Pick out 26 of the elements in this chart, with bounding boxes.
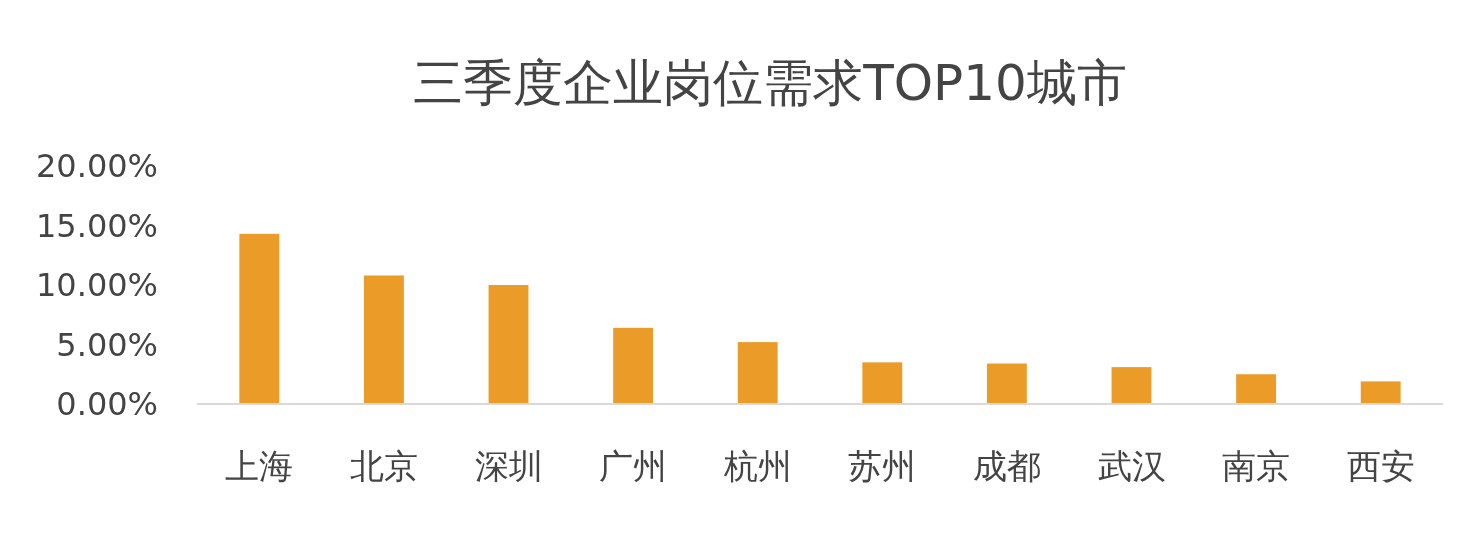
x-tick-label: 杭州	[722, 446, 792, 486]
x-tick-label: 成都	[972, 446, 1041, 486]
x-tick-label: 广州	[599, 446, 668, 486]
bar	[239, 233, 280, 404]
bar	[737, 342, 778, 404]
y-tick-label: 20.00%	[35, 147, 158, 186]
bar	[1236, 374, 1277, 404]
y-tick-label: 15.00%	[35, 206, 158, 245]
bar	[613, 327, 654, 404]
bar	[1111, 367, 1152, 404]
bar	[986, 363, 1027, 404]
x-tick-label: 北京	[349, 446, 418, 486]
y-tick-label: 0.00%	[56, 385, 158, 424]
bar	[488, 285, 529, 404]
x-tick-label: 武汉	[1097, 446, 1166, 486]
bar	[1360, 381, 1401, 404]
bar	[363, 275, 404, 404]
y-tick-label: 5.00%	[56, 325, 158, 364]
x-tick-label: 苏州	[848, 446, 917, 486]
y-tick-label: 10.00%	[35, 266, 158, 305]
x-tick-label: 南京	[1222, 446, 1291, 486]
bar	[862, 362, 903, 404]
x-tick-label: 西安	[1346, 446, 1415, 486]
x-tick-label: 深圳	[474, 446, 543, 486]
x-tick-label: 上海	[225, 446, 294, 486]
chart-title: 三季度企业岗位需求TOP10城市	[413, 54, 1127, 112]
